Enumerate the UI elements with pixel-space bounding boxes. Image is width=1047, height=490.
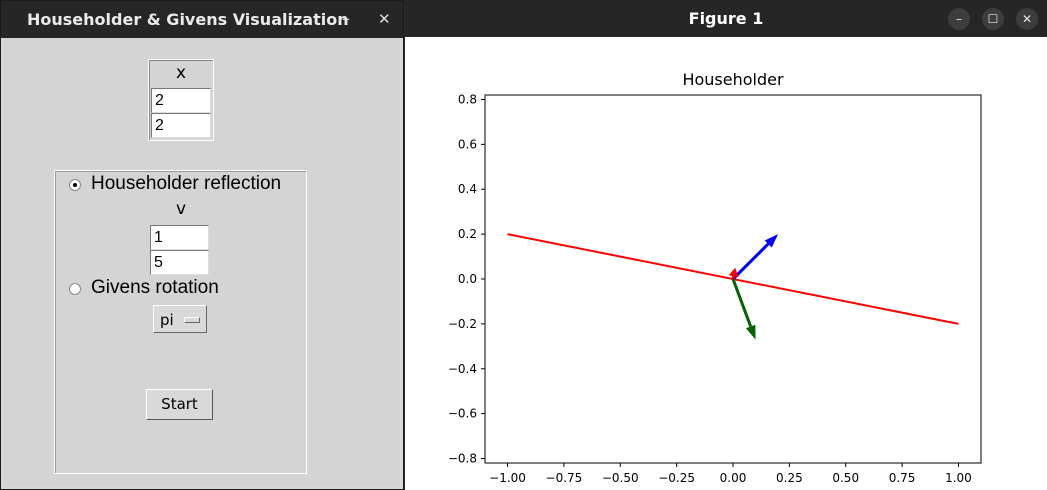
givens-radio[interactable] (69, 283, 81, 295)
x-tick-label: −1.00 (489, 471, 526, 485)
figure-window: Figure 1 – ☐ ✕ Householder −1.00 −0.75 −0.… (405, 0, 1047, 490)
householder-chart: Householder −1.00 −0.75 −0.50 −0.25 0.00 0.25… (448, 70, 982, 485)
figure-close-button[interactable]: ✕ (1016, 8, 1038, 30)
x-tick-label: −0.25 (658, 471, 695, 485)
control-window-title: Householder & Givens Visualization (27, 10, 349, 29)
x1-input[interactable]: 2 (151, 88, 211, 113)
v-vector-shaft (731, 275, 736, 280)
figure-window-titlebar[interactable]: Figure 1 – ☐ ✕ (405, 0, 1047, 37)
y-tick-label: −0.8 (448, 452, 477, 466)
y-tick-label: −0.6 (448, 407, 477, 421)
x-tick-label: 0.25 (776, 471, 803, 485)
figure-window-title: Figure 1 (688, 9, 764, 28)
x-tick-label: 0.00 (720, 471, 747, 485)
figure-maximize-button[interactable]: ☐ (982, 8, 1004, 30)
reflected-vector-shaft (731, 278, 753, 327)
x-tick-label: −0.75 (546, 471, 583, 485)
method-frame: Householder reflection v 1 5 Givens rota… (54, 170, 307, 474)
x-tick-label: 0.75 (889, 471, 916, 485)
v2-input[interactable]: 5 (150, 250, 209, 275)
reflected-vector-arrowhead (745, 324, 756, 340)
givens-label[interactable]: Givens rotation (91, 277, 219, 298)
control-window: Householder & Givens Visualization – ✕ x… (0, 0, 404, 490)
close-button[interactable]: ✕ (378, 10, 391, 28)
control-panel: x 2 2 Householder reflection v 1 5 Given… (3, 38, 401, 487)
start-button[interactable]: Start (146, 389, 213, 420)
householder-radio[interactable] (69, 179, 81, 191)
x-tick-label: 1.00 (945, 471, 972, 485)
y-tick-label: 0.6 (458, 137, 477, 151)
v1-input[interactable]: 1 (150, 225, 209, 250)
x-vector-shaft (731, 242, 770, 281)
angle-option-menu[interactable]: pi (153, 305, 207, 333)
x2-input[interactable]: 2 (151, 113, 211, 138)
axes-frame (484, 94, 982, 464)
y-tick-label: 0.2 (458, 227, 477, 241)
angle-option-value: pi (160, 311, 174, 329)
x-vector-arrowhead (764, 234, 779, 248)
y-tick-label: 0.4 (458, 182, 477, 196)
y-tick-label: 0.0 (458, 272, 477, 286)
x-tick-label: −0.50 (602, 471, 639, 485)
x-label: x (175, 63, 187, 83)
householder-label[interactable]: Householder reflection (91, 173, 282, 194)
x-vector-frame: x 2 2 (148, 59, 214, 141)
x-tick-label: 0.50 (832, 471, 859, 485)
y-tick-label: −0.2 (448, 317, 477, 331)
control-window-titlebar[interactable]: Householder & Givens Visualization – ✕ (1, 1, 403, 38)
y-tick-label: −0.4 (448, 362, 477, 376)
y-tick-label: 0.8 (458, 92, 477, 106)
v-label: v (176, 199, 187, 219)
option-indicator-icon (184, 317, 200, 323)
minimize-button[interactable]: – (342, 9, 350, 28)
chart-title: Householder (682, 70, 784, 89)
figure-minimize-button[interactable]: – (948, 8, 970, 30)
v-vector-arrowhead (728, 267, 739, 278)
